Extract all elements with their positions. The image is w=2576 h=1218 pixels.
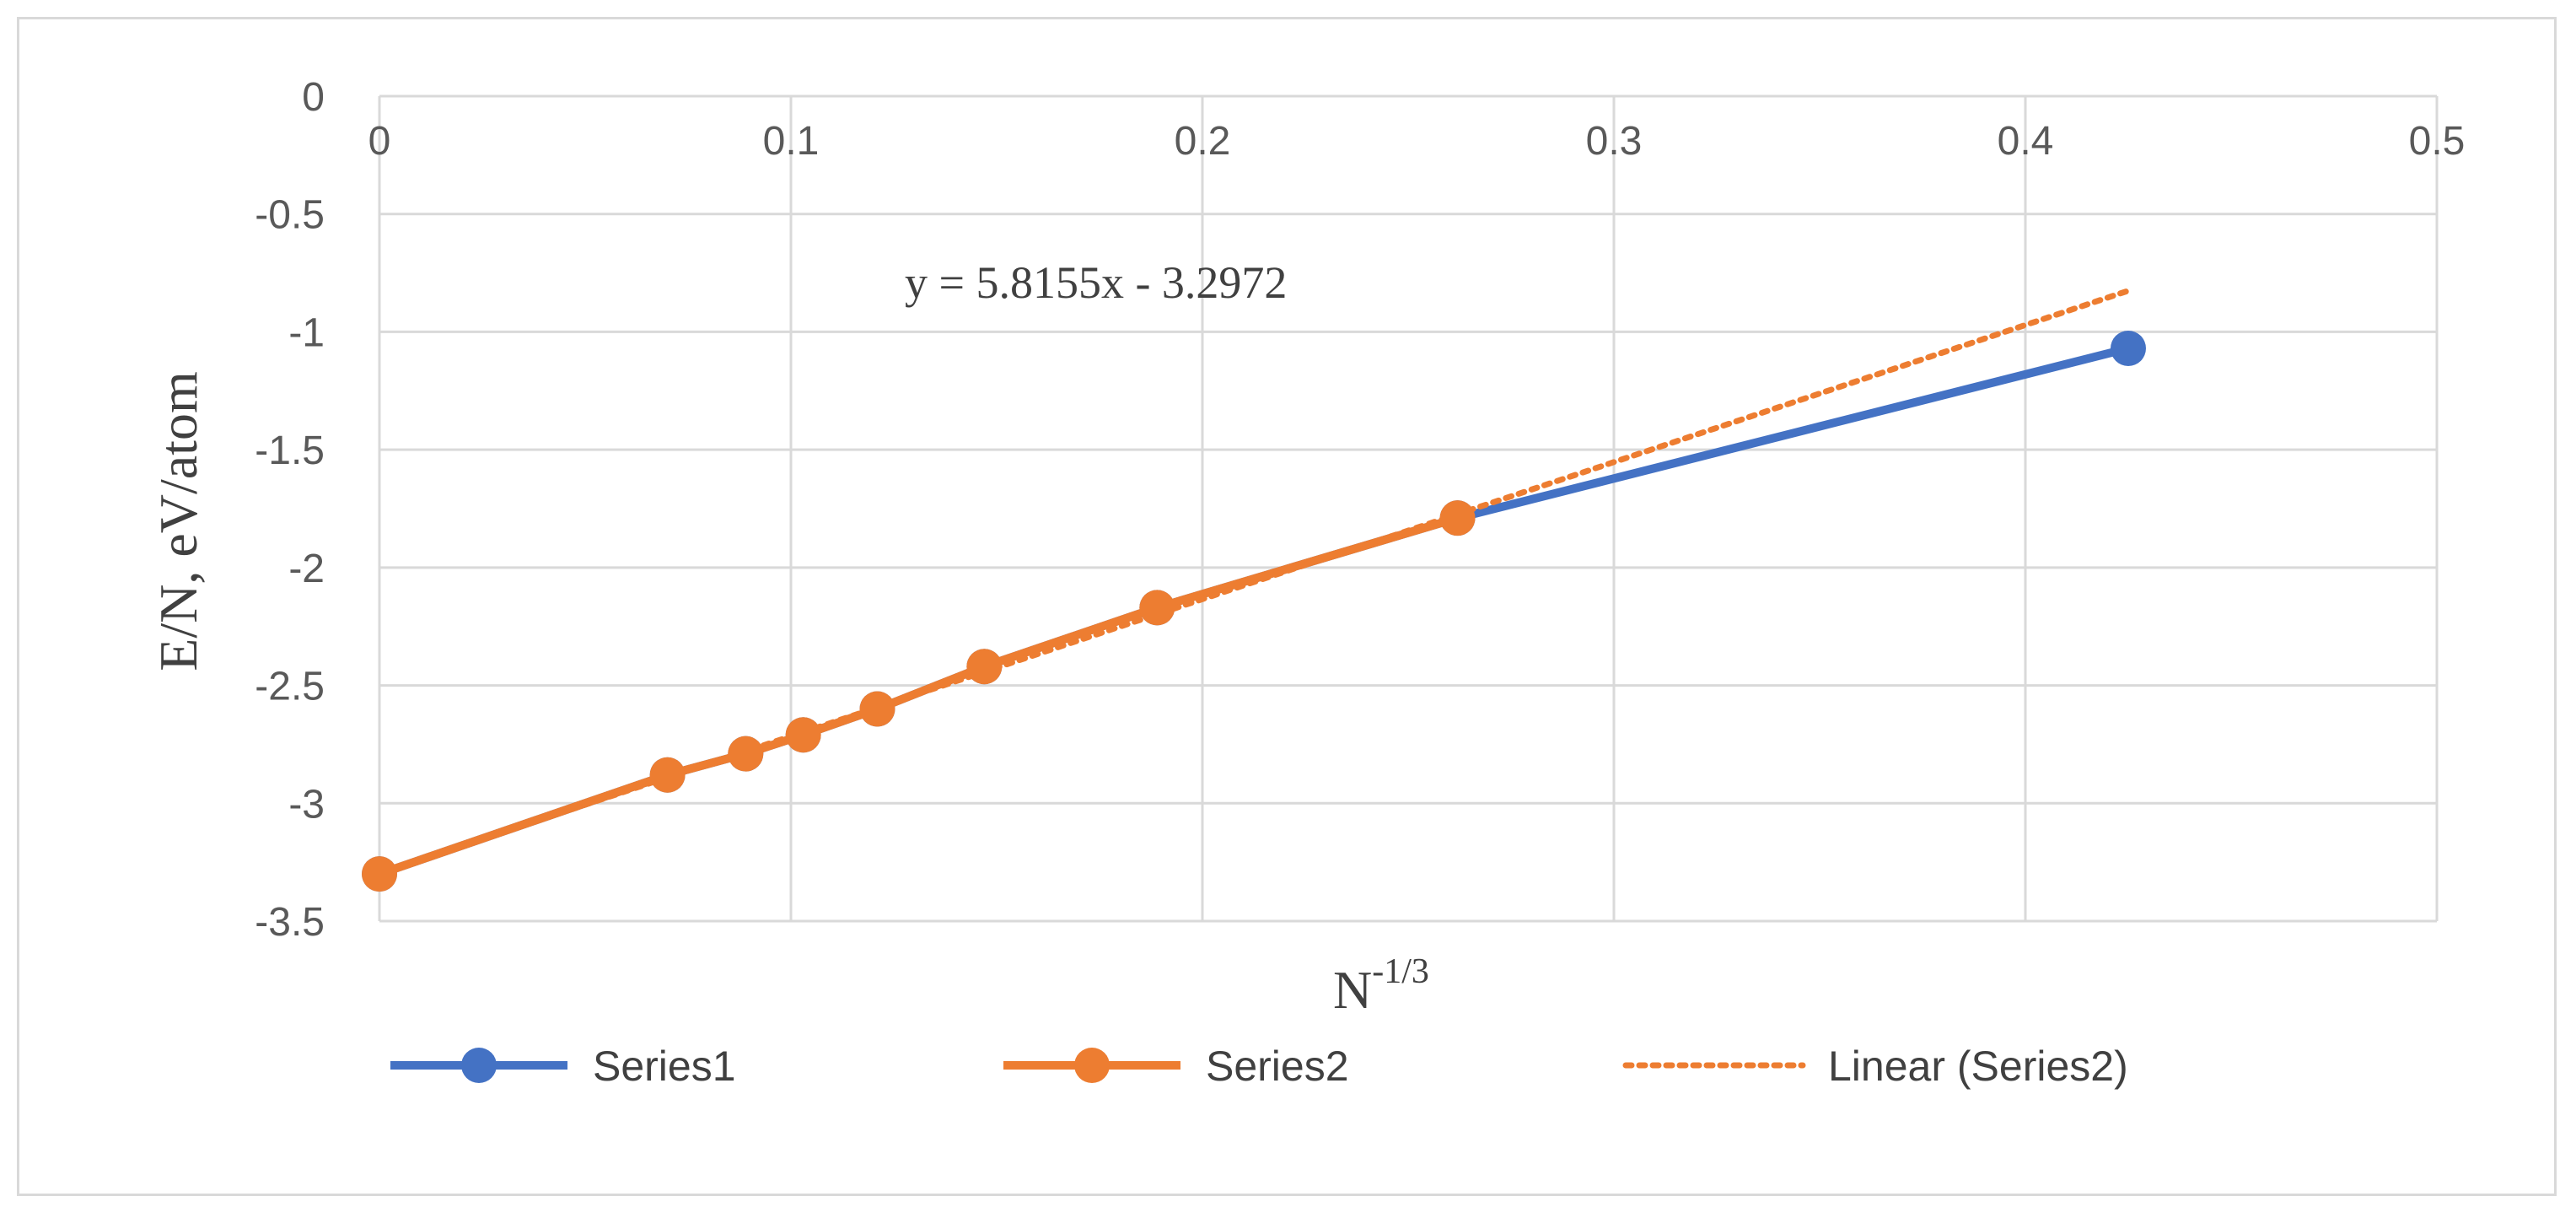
series-plot [362, 288, 2146, 892]
legend-series1-marker [461, 1048, 497, 1083]
series1-line [375, 343, 2132, 879]
y-tick-label: -3.5 [255, 900, 325, 945]
y-tick-label: -1 [288, 310, 325, 355]
grid [378, 94, 2439, 923]
series2-point [728, 736, 764, 772]
y-axis-title: E/N, eV/atom [148, 371, 208, 671]
y-tick-label: -2 [288, 547, 325, 591]
y-tick-label: -1.5 [255, 428, 325, 473]
x-axis-title-superscript: -1/3 [1372, 952, 1429, 991]
tick-labels: 0 0.1 0.2 0.3 0.4 0.5 0 -0.5 -1 -1.5 -2 -2.5 -3 -3.5 [255, 75, 2465, 945]
series2-point [1139, 590, 1175, 626]
y-tick-label: -0.5 [255, 193, 325, 238]
y-tick-label: 0 [302, 75, 325, 120]
series2-point [966, 649, 1003, 685]
chart-svg: 0 0.1 0.2 0.3 0.4 0.50-0.5-1-1.5-2-2.5-3-3.5 … [148, 75, 2465, 1090]
series2-point [362, 856, 397, 892]
chart-frame: 0 0.1 0.2 0.3 0.4 0.5 0 -0.5 -1 -1.5 -2 -2.5 -3 -3.5 … [17, 17, 2557, 1196]
x-tick-label: 0.5 [2409, 119, 2466, 164]
x-tick-label: 0.4 [1998, 119, 2054, 164]
trendline-equation: y = 5.8155x - 3.2972 [905, 257, 1287, 308]
series2-point [785, 717, 821, 753]
y-tick-label: -2.5 [255, 665, 325, 709]
y-tick-label: -3 [288, 782, 325, 827]
series1-point [2111, 330, 2146, 366]
legend-series1-label: Series1 [593, 1043, 736, 1090]
legend-series2-label: Series2 [1206, 1043, 1349, 1090]
x-tick-label: 0.1 [763, 119, 820, 164]
x-axis-title-main: N [1333, 960, 1372, 1020]
x-tick-label: 0 [368, 119, 391, 164]
x-axis-title: N-1/3 [1333, 952, 1429, 1020]
series2-point [649, 757, 686, 793]
legend-series2-marker [1074, 1048, 1110, 1083]
legend-trendline-label: Linear (Series2) [1828, 1043, 2128, 1090]
x-tick-label: 0.2 [1175, 119, 1231, 164]
series2-point [859, 691, 895, 727]
trendline-series2 [376, 288, 2132, 876]
series2-point [1439, 500, 1476, 536]
legend: Series1 Series2 Linear (Series2) [390, 1043, 2128, 1090]
x-tick-label: 0.3 [1586, 119, 1643, 164]
